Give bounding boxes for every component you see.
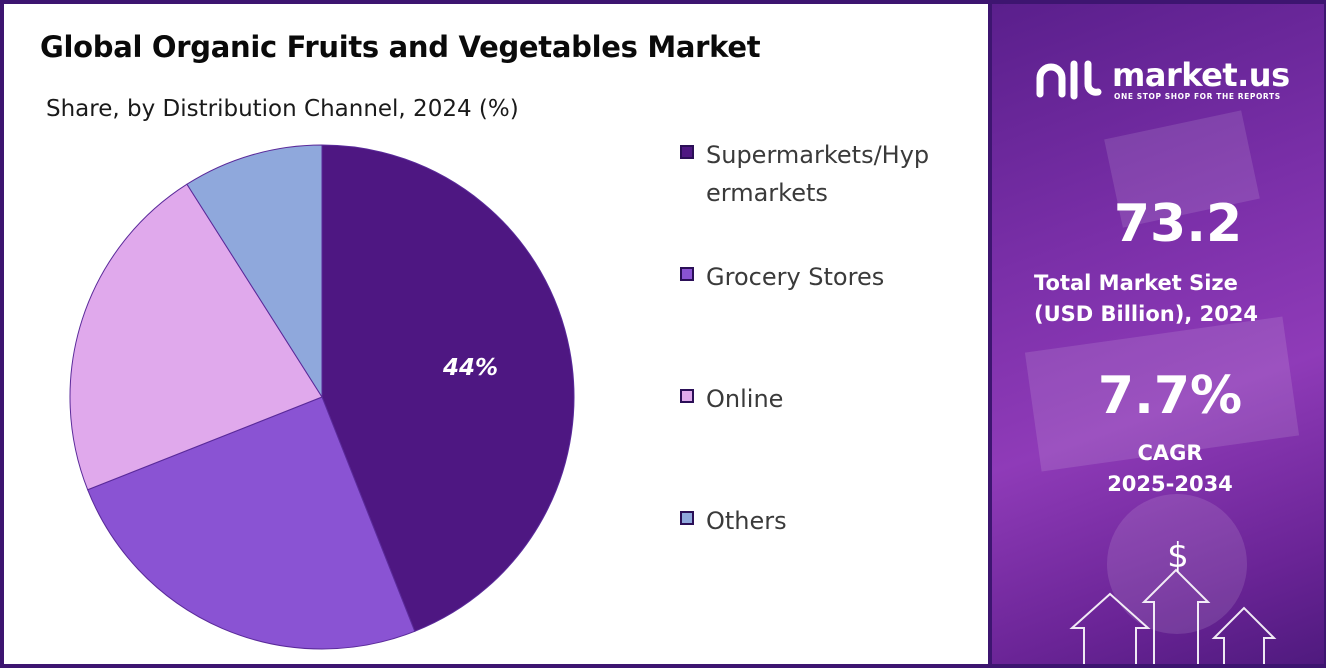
cagr-label-line2: 2025-2034 [1107, 472, 1233, 496]
market-us-logo-icon [1036, 60, 1102, 100]
growth-arrows-icon [1069, 568, 1277, 664]
background-decoration: $ [1024, 110, 1300, 664]
brand-logo: market.us ONE STOP SHOP FOR THE REPORTS [1034, 56, 1304, 106]
legend-swatch [680, 511, 694, 525]
chart-panel: Global Organic Fruits and Vegetables Mar… [4, 4, 988, 664]
chart-subtitle: Share, by Distribution Channel, 2024 (%) [46, 96, 519, 122]
pie-slice-others [186, 144, 323, 399]
pie-data-label: 44% [442, 355, 498, 381]
legend-label: Grocery Stores [706, 263, 885, 291]
dollar-icon: $ [1167, 536, 1189, 576]
pie-slice-grocery-stores [87, 396, 416, 650]
market-size-label-line2: (USD Billion), 2024 [1034, 302, 1259, 326]
pie-slice-online [69, 183, 323, 491]
logo-text: market.us [1112, 56, 1290, 94]
market-size-value: 73.2 [1113, 194, 1243, 254]
pie-chart: 44% [69, 144, 575, 650]
legend-swatch [680, 267, 694, 281]
pie-slice-supermarkets-hypermarkets [321, 144, 575, 632]
stats-sidebar: $ market.us ONE STOP SHOP FOR THE REPORT… [992, 4, 1324, 664]
logo-tagline: ONE STOP SHOP FOR THE REPORTS [1114, 92, 1281, 101]
cagr-label-line1: CAGR [1137, 441, 1203, 465]
legend-label: Others [706, 507, 787, 535]
legend-swatch [680, 389, 694, 403]
legend-label: Supermarkets/Hypermarkets [706, 141, 930, 207]
legend-swatch [680, 145, 694, 159]
cagr-value: 7.7% [1097, 366, 1243, 426]
legend-label: Online [706, 385, 784, 413]
cagr-label: CAGR 2025-2034 [992, 438, 1324, 500]
market-size-label: Total Market Size (USD Billion), 2024 [1034, 268, 1258, 330]
chart-title: Global Organic Fruits and Vegetables Mar… [40, 30, 761, 64]
market-size-label-line1: Total Market Size [1034, 271, 1238, 295]
